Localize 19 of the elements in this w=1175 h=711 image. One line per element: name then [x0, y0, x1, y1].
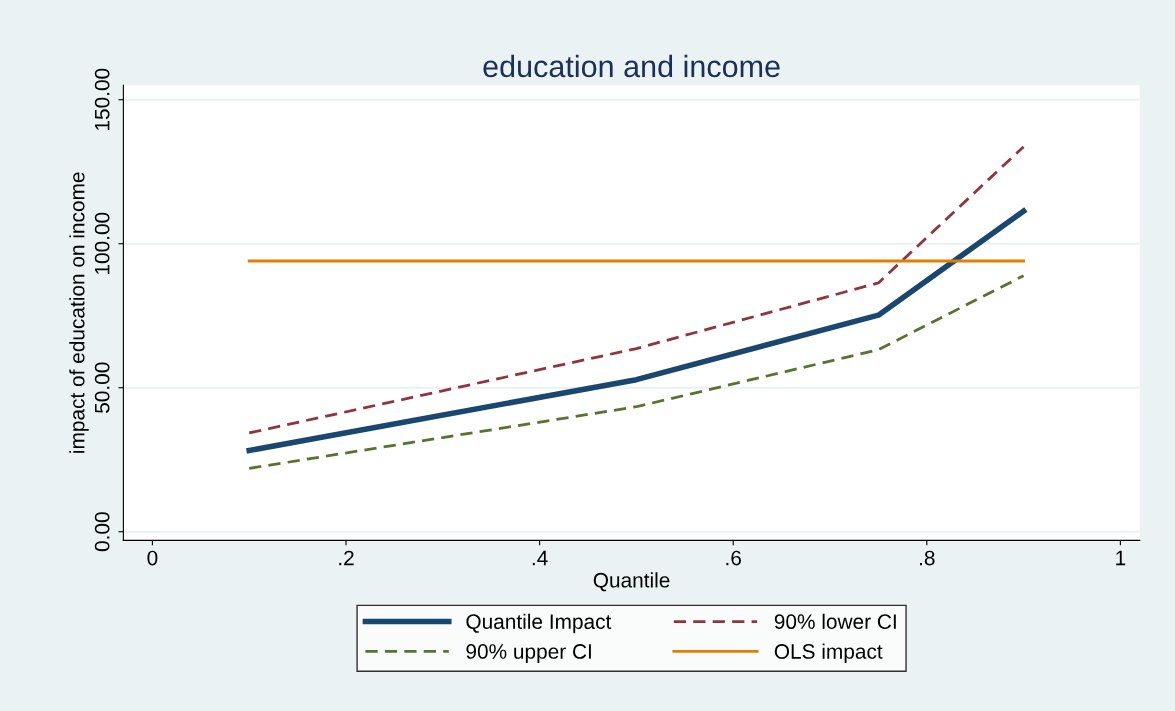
x-tick-label: 0 — [147, 550, 158, 566]
x-tick-label: .2 — [339, 550, 354, 566]
y-tick-label: 150.00 — [94, 68, 110, 130]
x-tick-label: .6 — [726, 550, 741, 566]
chart-title: education and income — [483, 54, 780, 78]
y-tick-label: 100.00 — [94, 212, 110, 274]
legend-label: Quantile Impact — [466, 613, 612, 634]
line-series — [247, 145, 1025, 435]
legend-label: 90% upper CI — [466, 644, 591, 663]
x-tick-label: 1 — [1116, 550, 1126, 566]
x-axis-title: Quantile — [593, 572, 670, 592]
y-axis-title: impact of education on income — [69, 172, 89, 453]
line-series — [247, 274, 1025, 470]
legend-label: 90% lower CI — [774, 613, 896, 630]
x-tick-label: .4 — [532, 550, 548, 566]
y-tick-label: 0.00 — [94, 512, 110, 552]
legend-label: OLS impact — [774, 643, 883, 663]
y-tick-label: 50.00 — [94, 362, 110, 413]
x-tick-label: .8 — [920, 550, 935, 566]
